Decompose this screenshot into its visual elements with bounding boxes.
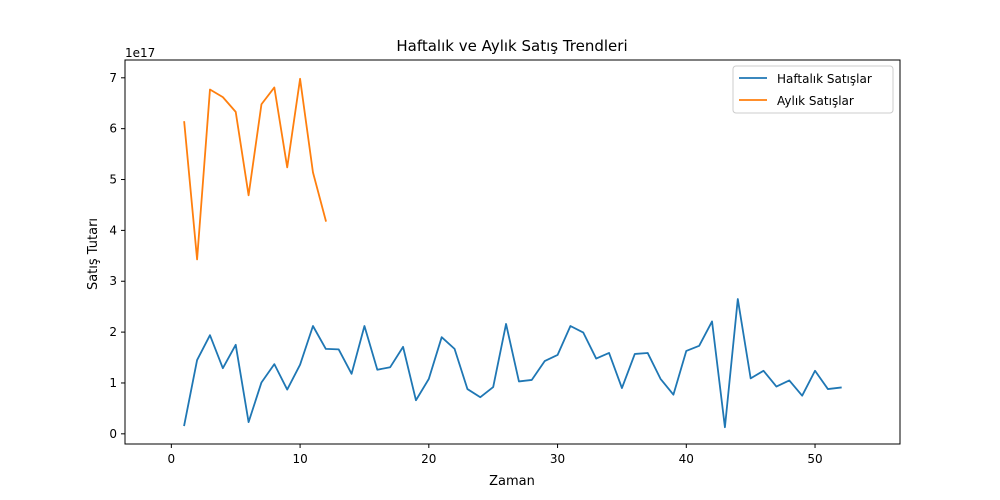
y-axis-label: Satış Tutarı	[86, 218, 101, 290]
y-tick-label: 3	[109, 274, 117, 288]
legend-box	[732, 65, 894, 114]
plot-frame	[124, 59, 901, 445]
x-tick-label: 30	[550, 452, 565, 466]
y-tick-label: 2	[109, 325, 117, 339]
legend: Haftalık Satışlar Aylık Satışlar	[732, 65, 894, 114]
x-tick-label: 40	[679, 452, 694, 466]
series-line-weekly	[183, 298, 842, 429]
legend-label: Aylık Satışlar	[777, 94, 854, 108]
series-layer	[183, 77, 842, 429]
y-tick-label: 5	[109, 173, 117, 187]
ticks-layer: 0 10 20 30 40 50 0 1 2 3 4 5 6 7	[109, 71, 822, 466]
y-tick-label: 6	[109, 122, 117, 136]
x-tick-label: 0	[168, 452, 176, 466]
x-tick-label: 10	[292, 452, 307, 466]
y-offset-label: 1e17	[125, 46, 155, 60]
legend-label: Haftalık Satışlar	[777, 72, 872, 86]
x-tick-label: 50	[807, 452, 822, 466]
y-tick-label: 1	[109, 376, 117, 390]
x-tick-label: 20	[421, 452, 436, 466]
chart-title: Haftalık ve Aylık Satış Trendleri	[396, 37, 627, 55]
series-line-monthly	[183, 77, 327, 261]
y-tick-label: 0	[109, 427, 117, 441]
x-axis-label: Zaman	[489, 474, 535, 489]
y-tick-label: 7	[109, 71, 117, 85]
y-tick-label: 4	[109, 223, 117, 237]
